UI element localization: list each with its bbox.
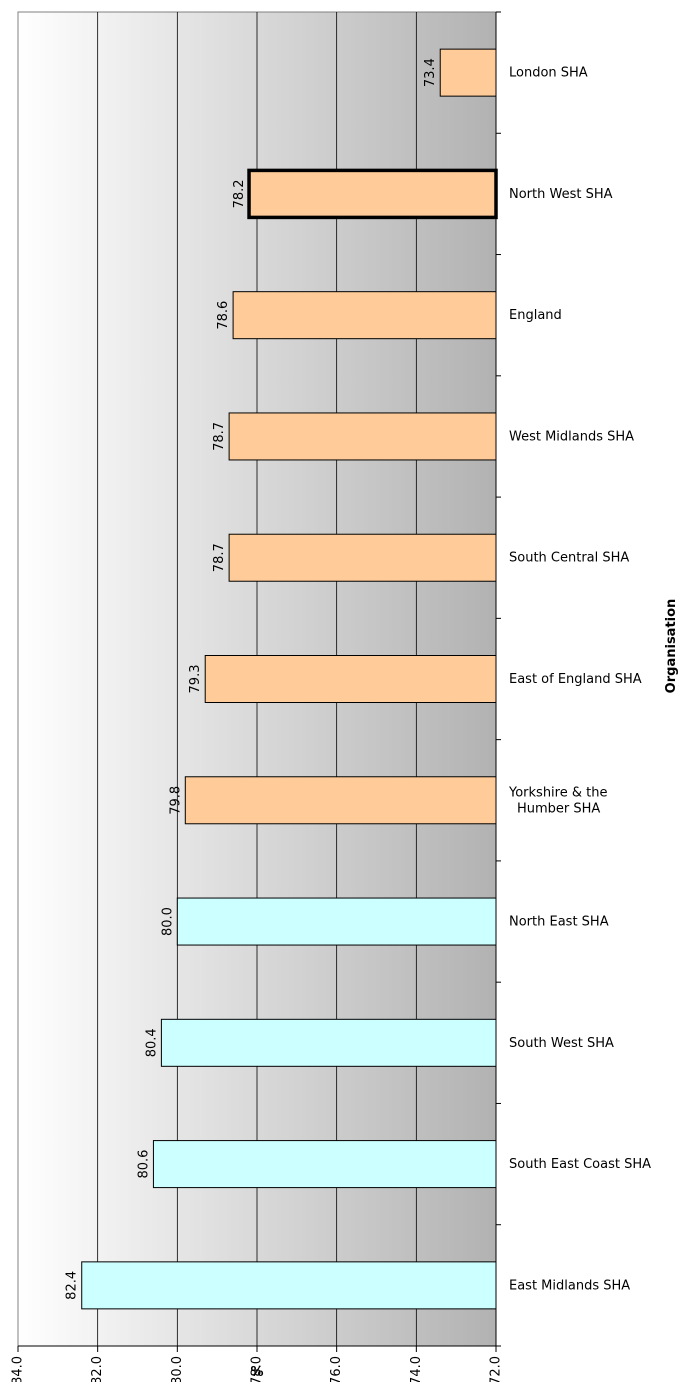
bar: [152, 1140, 497, 1189]
bar: [204, 655, 497, 703]
category-label: East Midlands SHA: [509, 1278, 630, 1293]
data-label: 73.4: [423, 58, 438, 87]
x-tick-label: 82.0: [90, 1356, 105, 1382]
category-label: East of England SHA: [509, 672, 642, 687]
data-label: 80.4: [144, 1028, 159, 1057]
x-axis-title: %: [250, 1365, 263, 1380]
data-label: 79.8: [168, 786, 183, 815]
x-tick-label: 72.0: [489, 1356, 504, 1382]
y-axis-title: Organisation: [664, 599, 679, 694]
x-tick-label: 76.0: [329, 1356, 344, 1382]
bar: [160, 1018, 497, 1067]
bar: [232, 291, 497, 340]
data-label: 80.6: [136, 1150, 151, 1179]
x-tick-label: 80.0: [170, 1356, 185, 1382]
bar: [247, 168, 498, 220]
data-label: 82.4: [65, 1271, 80, 1300]
category-label: North East SHA: [509, 915, 609, 930]
data-label: 78.6: [216, 301, 231, 330]
data-label: 78.7: [212, 543, 227, 572]
category-label: South Central SHA: [509, 551, 629, 566]
category-label: Yorkshire & the: [508, 785, 607, 800]
category-label: South East Coast SHA: [509, 1157, 651, 1172]
bar: [81, 1261, 497, 1310]
bar: [228, 412, 497, 461]
data-label: 78.7: [212, 422, 227, 451]
category-label: South West SHA: [509, 1036, 614, 1051]
category-label: West Midlands SHA: [509, 429, 634, 444]
data-label: 80.0: [160, 907, 175, 936]
x-tick-label: 78.0: [250, 1356, 265, 1382]
x-tick-label: 84.0: [11, 1356, 26, 1382]
axis-ticks: 84.0 82.0 80.0 78.0 76.0 74.0 72.0: [11, 11, 504, 1382]
bar: [184, 776, 497, 825]
category-label: London SHA: [509, 66, 588, 81]
bar: [228, 533, 497, 582]
labels: 73.4 London SHA 78.2 North West SHA 78.6 Engl…: [65, 58, 651, 1300]
data-label: 79.3: [188, 665, 203, 694]
category-label: North West SHA: [509, 187, 613, 202]
category-label: England: [509, 308, 562, 323]
x-tick-label: 74.0: [409, 1356, 424, 1382]
bar: [176, 897, 497, 946]
bar: [439, 48, 497, 97]
category-label: Humber SHA: [517, 801, 600, 816]
data-label: 78.2: [232, 179, 247, 208]
bars: [81, 48, 498, 1310]
